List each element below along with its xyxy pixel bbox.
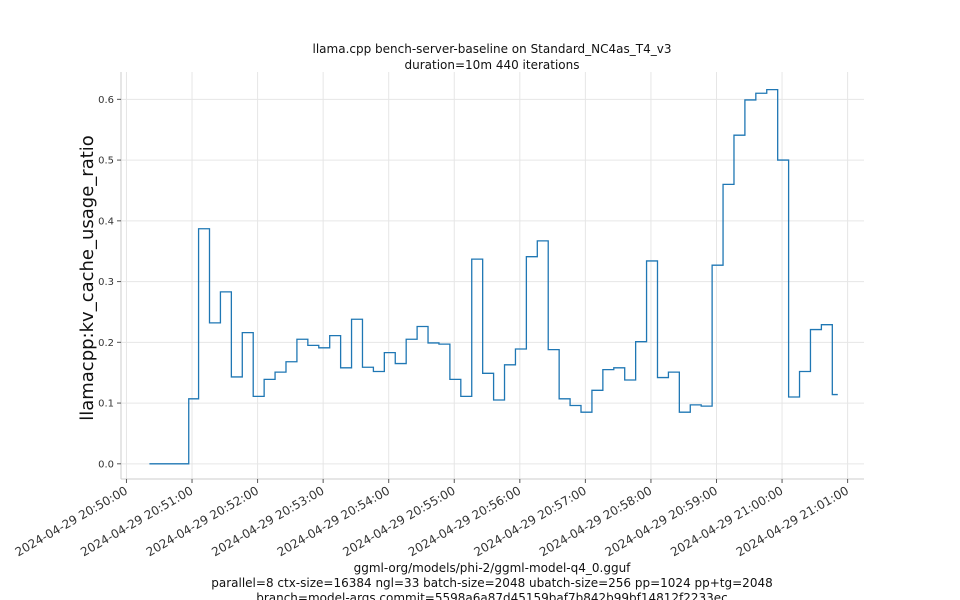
y-tick-label: 0.6 [98,95,114,106]
x-tick-label: 2024-04-29 20:51:00 [78,483,195,559]
x-tick-label: 2024-04-29 20:56:00 [406,483,523,559]
y-tick-label: 0.4 [98,216,114,227]
x-tick-label: 2024-04-29 20:58:00 [537,483,654,559]
y-tick-label: 0.3 [98,277,114,288]
x-tick-label: 2024-04-29 21:00:00 [668,483,785,559]
x-tick-label: 2024-04-29 20:52:00 [144,483,261,559]
x-tick-label: 2024-04-29 20:55:00 [340,483,457,559]
x-tick-label: 2024-04-29 20:50:00 [13,483,130,559]
caption-branch: branch=model-args commit=5598a6a87d45159… [256,591,728,600]
x-tick-label: 2024-04-29 20:59:00 [603,483,720,559]
series-line-kv-cache-usage-ratio [149,88,838,465]
y-tick-label: 0.1 [98,399,114,410]
ticks-layer: 0.0 0.1 0.2 0.3 0.4 0.5 0.6 2024-04-29 20:50:00… [13,95,852,559]
chart-subtitle: duration=10m 440 iterations [405,58,580,72]
caption-params: parallel=8 ctx-size=16384 ngl=33 batch-s… [211,576,772,590]
x-tick-label: 2024-04-29 20:54:00 [275,483,392,559]
grid-layer [121,72,864,479]
axes-layer [120,72,864,480]
y-tick-label: 0.5 [98,156,114,167]
x-tick-label: 2024-04-29 20:57:00 [471,483,588,559]
x-tick-label: 2024-04-29 21:01:00 [734,483,851,559]
y-tick-label: 0.2 [98,338,114,349]
y-tick-label: 0.0 [98,459,114,470]
x-tick-label: 2024-04-29 20:53:00 [209,483,326,559]
y-axis-label: llamacpp:kv_cache_usage_ratio [77,135,98,421]
caption-model: ggml-org/models/phi-2/ggml-model-q4_0.gg… [354,561,632,575]
chart-title: llama.cpp bench-server-baseline on Stand… [313,42,672,56]
